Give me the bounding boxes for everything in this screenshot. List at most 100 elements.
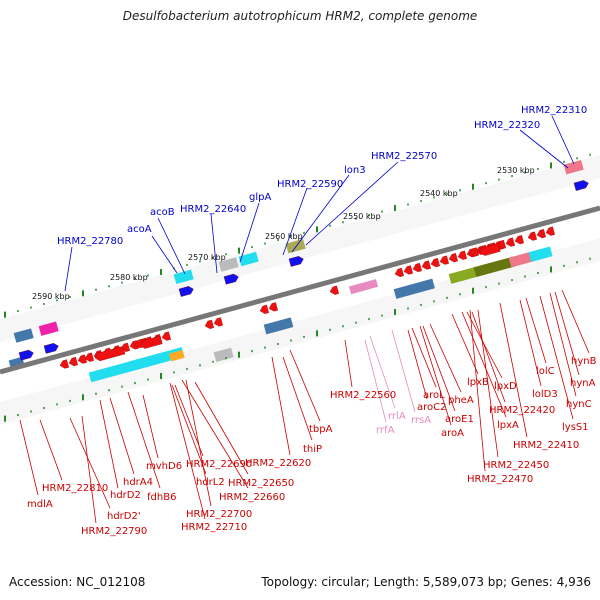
- top-gene-labels: HRM2_22780 acoA acoB HRM2_22640 glpA HRM…: [57, 105, 587, 247]
- category-bar: [393, 278, 435, 299]
- leader-line: [142, 394, 159, 459]
- category-bar: [213, 347, 234, 363]
- gene-label: glpA: [249, 192, 271, 203]
- scale-label: 2580 kbp: [110, 273, 148, 282]
- leader-line: [282, 356, 313, 441]
- gene-label: HRM2_22570: [371, 151, 437, 162]
- feature-tracks: [0, 143, 600, 432]
- reverse-gene: [421, 260, 431, 270]
- leader-line: [127, 391, 161, 489]
- forward-gene: [223, 273, 239, 285]
- leader-line: [239, 202, 260, 263]
- leader-line: [19, 419, 39, 496]
- gene-label: mvhD6: [146, 461, 182, 472]
- reverse-gene: [77, 354, 87, 364]
- gene-label: aroL: [423, 390, 445, 401]
- scale-label: 2590 kbp: [32, 292, 70, 301]
- reverse-gene: [139, 335, 163, 349]
- gene-label: HRM2_22590: [277, 179, 343, 190]
- gene-label: HRM2_22640: [180, 204, 246, 215]
- leader-line: [419, 325, 452, 426]
- leader-line: [525, 297, 547, 364]
- leader-line: [519, 129, 569, 169]
- scale-label: 2560 kbp: [265, 232, 303, 241]
- leader-line: [369, 335, 396, 409]
- reverse-gene: [469, 247, 479, 257]
- track-band: [0, 220, 600, 432]
- bottom-leader-lines: [19, 289, 590, 524]
- scale-label: 2530 kbp: [497, 166, 535, 175]
- gene-label: fdhB6: [147, 492, 176, 503]
- category-bar: [38, 321, 59, 336]
- gene-label: hynC: [566, 399, 592, 410]
- map-title: Desulfobacterium autotrophicum HRM2, com…: [122, 9, 478, 23]
- gene-label: hynA: [570, 378, 596, 389]
- leader-line: [344, 339, 353, 388]
- leader-line: [81, 415, 97, 524]
- scale-labels: 2590 kbp 2580 kbp 2570 kbp 2560 kbp 2550…: [32, 166, 535, 301]
- gene-label: HRM2_22470: [467, 474, 533, 485]
- leader-line: [364, 339, 387, 423]
- reverse-gene: [545, 226, 555, 236]
- leader-line: [451, 313, 479, 375]
- forward-gene: [18, 349, 34, 361]
- category-bar: [168, 349, 185, 362]
- category-bar: [238, 251, 259, 267]
- gene-label: rrfA: [376, 425, 395, 436]
- category-bar: [218, 257, 239, 272]
- gene-label: lpxB: [467, 377, 489, 388]
- leader-line: [391, 329, 416, 413]
- leader-line: [554, 291, 580, 376]
- reverse-gene: [514, 235, 524, 245]
- category-bar: [285, 238, 306, 254]
- leader-line: [549, 292, 577, 397]
- reverse-gene: [84, 352, 94, 362]
- leader-line: [39, 419, 63, 481]
- reverse-gene: [439, 255, 449, 265]
- leader-line: [169, 382, 206, 520]
- backbone: [0, 205, 600, 375]
- leader-line: [151, 235, 178, 274]
- scale-label: 2550 kbp: [343, 212, 381, 221]
- gene-label: HRM2_22690: [186, 459, 252, 470]
- gene-label: hdrA4: [123, 477, 153, 488]
- leader-line: [305, 161, 399, 246]
- gene-label: rrsA: [411, 415, 431, 426]
- leader-line: [499, 302, 528, 438]
- reverse-gene: [394, 267, 404, 277]
- reverse-gene: [268, 302, 278, 312]
- gene-label: mdlA: [27, 499, 53, 510]
- gene-label: rrlA: [388, 411, 406, 422]
- backbone-group: [0, 205, 600, 375]
- leader-line: [469, 309, 486, 472]
- reverse-gene: [505, 237, 515, 247]
- leader-line: [471, 311, 506, 403]
- leader-line: [99, 399, 119, 489]
- leader-line: [519, 299, 542, 387]
- gene-label: HRM2_22780: [57, 236, 123, 247]
- reverse-gene: [479, 243, 501, 256]
- gene-label: HRM2_22320: [474, 120, 540, 131]
- reverse-gene: [329, 285, 339, 295]
- reverse-gene: [430, 258, 440, 268]
- reverse-gene: [457, 250, 467, 260]
- forward-gene: [178, 286, 194, 297]
- gene-label: aroC2: [417, 402, 446, 413]
- leader-line: [539, 295, 574, 420]
- leader-line: [181, 379, 249, 489]
- gene-label: HRM2_22310: [521, 105, 587, 116]
- tick-marks: [4, 153, 591, 422]
- gene-label: HRM2_22660: [219, 492, 285, 503]
- gene-label: tbpA: [309, 424, 333, 435]
- gene-label: HRM2_22710: [181, 522, 247, 533]
- leader-line: [291, 174, 350, 253]
- gene-label: aroA: [441, 428, 464, 439]
- bottom-gene-labels: mdlA HRM2_22810 hdrD2' HRM2_22790 hdrD2 …: [27, 356, 597, 537]
- leader-line: [282, 187, 308, 256]
- leader-line: [477, 309, 499, 458]
- forward-gene: [288, 256, 304, 267]
- reverse-gene: [68, 356, 78, 367]
- category-bar: [173, 269, 194, 284]
- leader-line: [171, 384, 207, 475]
